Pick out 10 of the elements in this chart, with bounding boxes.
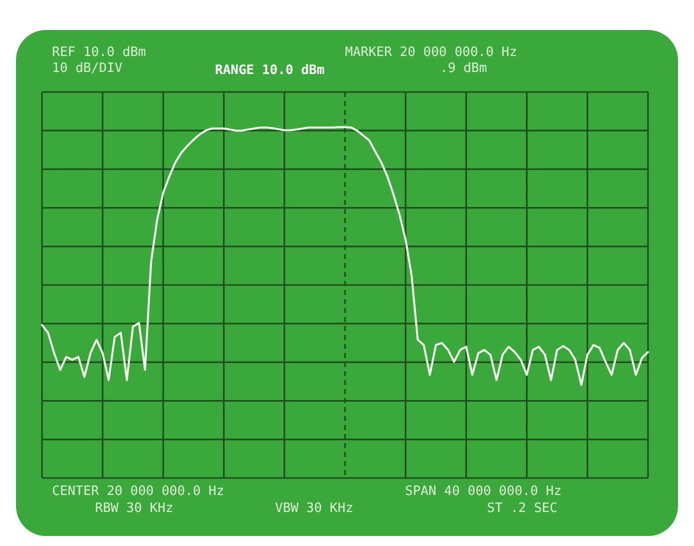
text: CENTER 20 000 000.0 Hz [52, 484, 224, 499]
text: 10 dB/DIV [52, 61, 122, 76]
text: VBW 30 KHz [275, 501, 354, 516]
text: RBW 30 KHz [95, 501, 174, 516]
text: RANGE 10.0 dBm [215, 63, 325, 78]
text: MARKER 20 000 000.0 Hz [345, 45, 518, 60]
text: SPAN 40 000 000.0 Hz [405, 484, 562, 499]
text: REF 10.0 dBm [52, 45, 146, 60]
text: ST .2 SEC [487, 501, 558, 516]
text: .9 dBm [440, 61, 487, 76]
